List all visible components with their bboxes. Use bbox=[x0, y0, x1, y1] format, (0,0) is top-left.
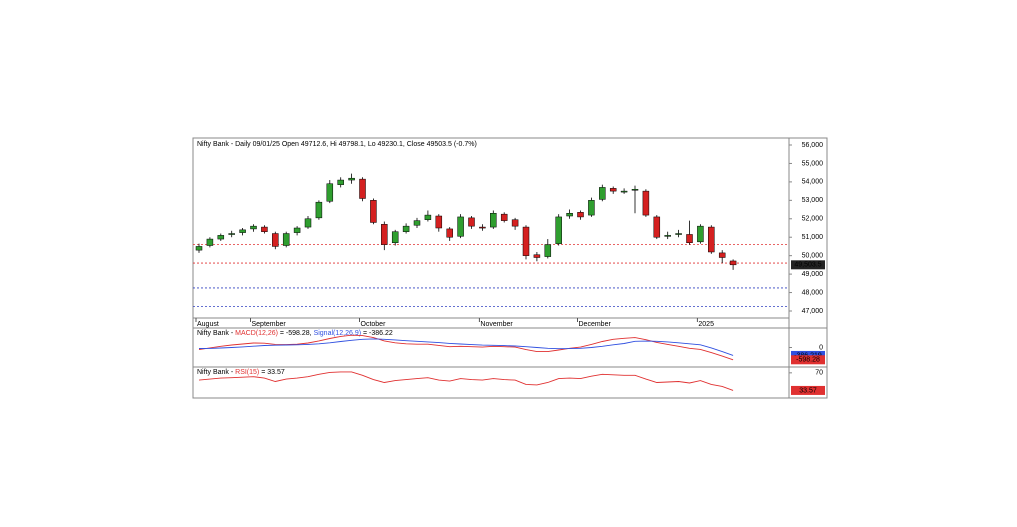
candle-body bbox=[675, 233, 682, 235]
candle-body bbox=[642, 190, 650, 216]
candle-body bbox=[620, 190, 628, 193]
frame bbox=[192, 137, 828, 399]
candle-body bbox=[555, 216, 562, 244]
candle-body bbox=[348, 177, 355, 181]
x-tick-label: August bbox=[197, 321, 219, 328]
last-value-box bbox=[791, 355, 825, 365]
candle-body bbox=[359, 178, 366, 199]
candle-body bbox=[304, 218, 312, 228]
x-tick-label: December bbox=[579, 321, 612, 328]
last-value-label: -598.28 bbox=[796, 357, 820, 364]
candle-body bbox=[511, 219, 519, 227]
candle-body bbox=[315, 201, 323, 219]
x-tick-label: 2025 bbox=[698, 321, 714, 328]
legend-part: = -598.28, bbox=[280, 330, 312, 337]
legend-part: = 33.57 bbox=[261, 369, 285, 376]
y-tick-label: 51,000 bbox=[802, 234, 824, 241]
candle-body bbox=[272, 233, 279, 247]
candle-body bbox=[206, 238, 214, 246]
candle-body bbox=[609, 188, 617, 192]
candle-body bbox=[468, 217, 475, 227]
y-tick-label: 48,000 bbox=[802, 289, 824, 296]
candle-body bbox=[500, 213, 508, 221]
last-price-box bbox=[791, 260, 825, 270]
candle-body bbox=[424, 214, 432, 220]
y-tick-label: 54,000 bbox=[802, 179, 824, 186]
last-price-label: 49,503.5 bbox=[794, 262, 821, 269]
x-tick-label: October bbox=[361, 321, 387, 328]
candle-body bbox=[533, 254, 541, 258]
chart-title: Nifty Bank - Daily 09/01/25 Open 49712.6… bbox=[197, 141, 477, 148]
candle-body bbox=[402, 225, 410, 232]
candle-body bbox=[446, 228, 453, 238]
legend-part: = -386.22 bbox=[363, 330, 393, 337]
candle-body bbox=[261, 226, 268, 232]
y-tick-label: 50,000 bbox=[802, 253, 824, 260]
candle-body bbox=[686, 234, 693, 244]
candle-body bbox=[664, 235, 671, 237]
candle-body bbox=[479, 226, 486, 229]
last-value-label: 33.57 bbox=[799, 387, 817, 394]
candle-body bbox=[577, 212, 584, 218]
candle-body bbox=[250, 225, 257, 230]
candle-body bbox=[718, 252, 726, 258]
candle-body bbox=[282, 233, 290, 246]
candle-body bbox=[435, 215, 443, 229]
y-tick-label: 47,000 bbox=[802, 308, 824, 315]
legend-part: MACD(12,26) bbox=[235, 330, 278, 337]
candle-body bbox=[653, 216, 661, 238]
candle-body bbox=[228, 233, 235, 235]
candle-body bbox=[239, 229, 246, 233]
candle-body bbox=[293, 227, 301, 233]
candle-body bbox=[566, 212, 573, 217]
last-value-box bbox=[791, 385, 825, 395]
candle-body bbox=[708, 226, 715, 253]
x-tick-label: November bbox=[480, 321, 513, 328]
candle-body bbox=[337, 179, 344, 185]
candle-body bbox=[729, 260, 737, 266]
candle-body bbox=[381, 224, 388, 245]
candle-body bbox=[413, 220, 421, 226]
legend-part: Nifty Bank - bbox=[197, 330, 234, 337]
candle-body bbox=[391, 231, 399, 244]
candle-body bbox=[588, 200, 595, 216]
y-tick-label: 0 bbox=[819, 344, 823, 351]
x-tick-label: September bbox=[252, 321, 287, 328]
y-tick-label: 53,000 bbox=[802, 197, 824, 204]
legend-part: Nifty Bank - bbox=[197, 369, 234, 376]
indicator-line bbox=[198, 338, 734, 356]
candle-body bbox=[544, 244, 552, 257]
panel-legend: Nifty Bank - MACD(12,26) = -598.28, Sign… bbox=[197, 330, 393, 337]
candle-body bbox=[195, 246, 203, 251]
candle-body bbox=[522, 226, 530, 256]
candle-body bbox=[631, 189, 639, 191]
candle-body bbox=[457, 216, 464, 237]
candle-body bbox=[217, 235, 225, 240]
y-tick-label: 49,000 bbox=[802, 271, 824, 278]
legend-part: RSI(15) bbox=[235, 369, 259, 376]
y-tick-label: 70 bbox=[815, 370, 823, 377]
candle-body bbox=[326, 183, 334, 202]
panel-legend: Nifty Bank - RSI(15) = 33.57 bbox=[197, 369, 285, 376]
y-tick-label: 56,000 bbox=[802, 142, 824, 149]
candle-body bbox=[370, 200, 377, 223]
candle-body bbox=[490, 212, 497, 228]
legend-part: Signal(12,26,9) bbox=[314, 330, 361, 337]
y-tick-label: 55,000 bbox=[802, 160, 824, 167]
candle-body bbox=[599, 187, 606, 200]
candle-body bbox=[697, 225, 704, 243]
indicator-line bbox=[198, 371, 734, 391]
y-tick-label: 52,000 bbox=[802, 216, 824, 223]
